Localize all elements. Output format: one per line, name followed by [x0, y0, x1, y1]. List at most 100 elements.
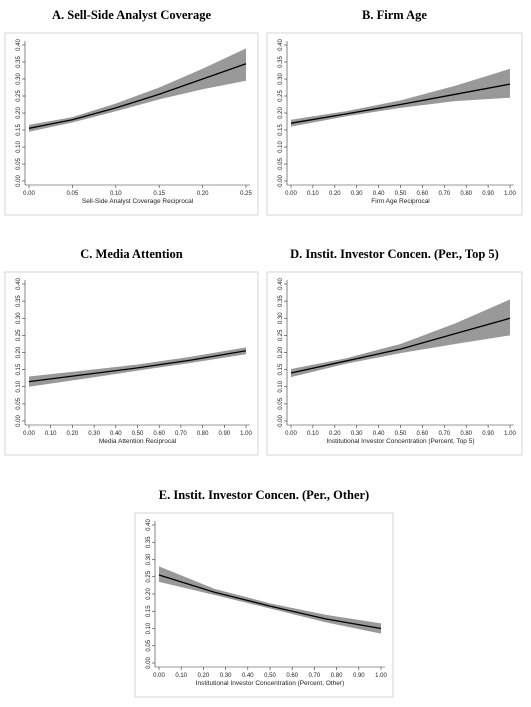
x-tick-label: 0.70 [175, 431, 187, 437]
x-tick-label: 0.00 [285, 191, 297, 197]
y-tick-label: 0.35 [146, 536, 152, 548]
x-tick-label: 1.00 [240, 431, 252, 437]
y-tick-label: 0.15 [16, 363, 22, 375]
x-tick-label: 0.10 [307, 191, 319, 197]
y-tick-label: 0.15 [278, 124, 284, 136]
x-tick-label: 0.50 [395, 191, 407, 197]
x-tick-label: 0.80 [331, 673, 343, 679]
x-tick-label: 0.00 [23, 431, 35, 437]
y-tick-label: 0.20 [16, 346, 22, 358]
panel-frame [4, 271, 259, 456]
x-tick-label: 0.90 [218, 431, 230, 437]
y-tick-label: 0.25 [16, 90, 22, 102]
x-tick-label: 0.40 [373, 191, 385, 197]
x-tick-label: 0.00 [153, 673, 165, 679]
x-tick-label: 0.20 [329, 191, 341, 197]
x-axis-label: Media Attention Reciprocal [99, 438, 177, 445]
x-tick-label: 1.00 [504, 191, 516, 197]
x-tick-label: 0.80 [460, 431, 472, 437]
y-tick-label: 0.20 [146, 588, 152, 600]
x-tick-label: 0.10 [175, 673, 187, 679]
confidence-band [29, 347, 246, 387]
y-tick-label: 0.00 [278, 415, 284, 427]
estimate-line [28, 63, 247, 129]
chart-title: D. Instit. Investor Concen. (Per., Top 5… [290, 247, 499, 261]
x-tick-label: 0.70 [438, 431, 450, 437]
y-tick-label: 0.30 [278, 312, 284, 324]
x-axis-label: Firm Age Reciprocal [371, 198, 430, 205]
y-tick-label: 0.10 [278, 380, 284, 392]
x-tick-label: 0.90 [482, 191, 494, 197]
x-tick-label: 0.20 [197, 191, 209, 197]
x-axis-label: Institutional Investor Concentration (Pe… [326, 438, 474, 445]
y-tick-label: 0.35 [278, 56, 284, 68]
y-tick-label: 0.05 [16, 158, 22, 170]
x-tick-label: 1.00 [375, 673, 387, 679]
y-tick-label: 0.20 [16, 107, 22, 119]
y-tick-label: 0.30 [278, 73, 284, 85]
estimate-line [290, 317, 511, 374]
x-tick-label: 0.10 [307, 431, 319, 437]
x-tick-label: 0.10 [45, 431, 57, 437]
x-tick-label: 0.70 [309, 673, 321, 679]
y-tick-label: 0.05 [278, 158, 284, 170]
x-tick-label: 0.60 [286, 673, 298, 679]
confidence-band [29, 48, 246, 132]
y-tick-label: 0.35 [16, 295, 22, 307]
y-tick-label: 0.25 [278, 329, 284, 341]
x-axis-label: Institutional Investor Concentration (Pe… [196, 680, 345, 687]
x-tick-label: 0.60 [417, 431, 429, 437]
y-tick-label: 0.35 [16, 56, 22, 68]
x-tick-label: 0.80 [460, 191, 472, 197]
estimate-line [290, 83, 511, 124]
x-tick-label: 0.10 [110, 191, 122, 197]
chart-title: E. Instit. Investor Concen. (Per., Other… [159, 488, 369, 502]
x-tick-label: 0.90 [482, 431, 494, 437]
y-tick-label: 0.15 [146, 605, 152, 617]
y-tick-label: 0.20 [278, 107, 284, 119]
y-tick-label: 0.25 [278, 90, 284, 102]
chart-title: B. Firm Age [362, 8, 427, 22]
y-tick-label: 0.10 [16, 141, 22, 153]
y-tick-label: 0.35 [278, 295, 284, 307]
y-tick-label: 0.30 [16, 73, 22, 85]
x-tick-label: 0.30 [351, 431, 363, 437]
x-tick-label: 0.60 [417, 191, 429, 197]
x-tick-label: 0.90 [353, 673, 365, 679]
y-tick-label: 0.40 [16, 278, 22, 290]
y-tick-label: 0.20 [278, 346, 284, 358]
y-tick-label: 0.25 [146, 570, 152, 582]
estimate-line [158, 574, 382, 630]
x-tick-label: 1.00 [504, 431, 516, 437]
y-tick-label: 0.40 [16, 39, 22, 51]
x-tick-label: 0.20 [329, 431, 341, 437]
y-tick-label: 0.00 [16, 175, 22, 187]
x-tick-label: 0.30 [88, 431, 100, 437]
x-tick-label: 0.50 [395, 431, 407, 437]
chart-title: C. Media Attention [80, 247, 182, 261]
x-tick-label: 0.40 [373, 431, 385, 437]
x-tick-label: 0.70 [438, 191, 450, 197]
x-tick-label: 0.50 [132, 431, 144, 437]
y-tick-label: 0.40 [146, 519, 152, 531]
y-tick-label: 0.40 [278, 278, 284, 290]
x-tick-label: 0.20 [67, 431, 79, 437]
chart-title: A. Sell-Side Analyst Coverage [52, 8, 211, 22]
x-tick-label: 0.00 [285, 431, 297, 437]
confidence-band [291, 299, 510, 378]
x-tick-label: 0.80 [197, 431, 209, 437]
y-tick-label: 0.00 [146, 657, 152, 669]
y-tick-label: 0.15 [16, 124, 22, 136]
x-tick-label: 0.20 [198, 673, 210, 679]
y-tick-label: 0.15 [278, 363, 284, 375]
y-tick-label: 0.10 [278, 141, 284, 153]
y-tick-label: 0.30 [16, 312, 22, 324]
y-tick-label: 0.40 [278, 39, 284, 51]
x-tick-label: 0.15 [153, 191, 165, 197]
y-tick-label: 0.00 [16, 415, 22, 427]
x-tick-label: 0.00 [23, 191, 35, 197]
x-tick-label: 0.60 [153, 431, 165, 437]
y-tick-label: 0.10 [146, 622, 152, 634]
y-tick-label: 0.05 [16, 397, 22, 409]
